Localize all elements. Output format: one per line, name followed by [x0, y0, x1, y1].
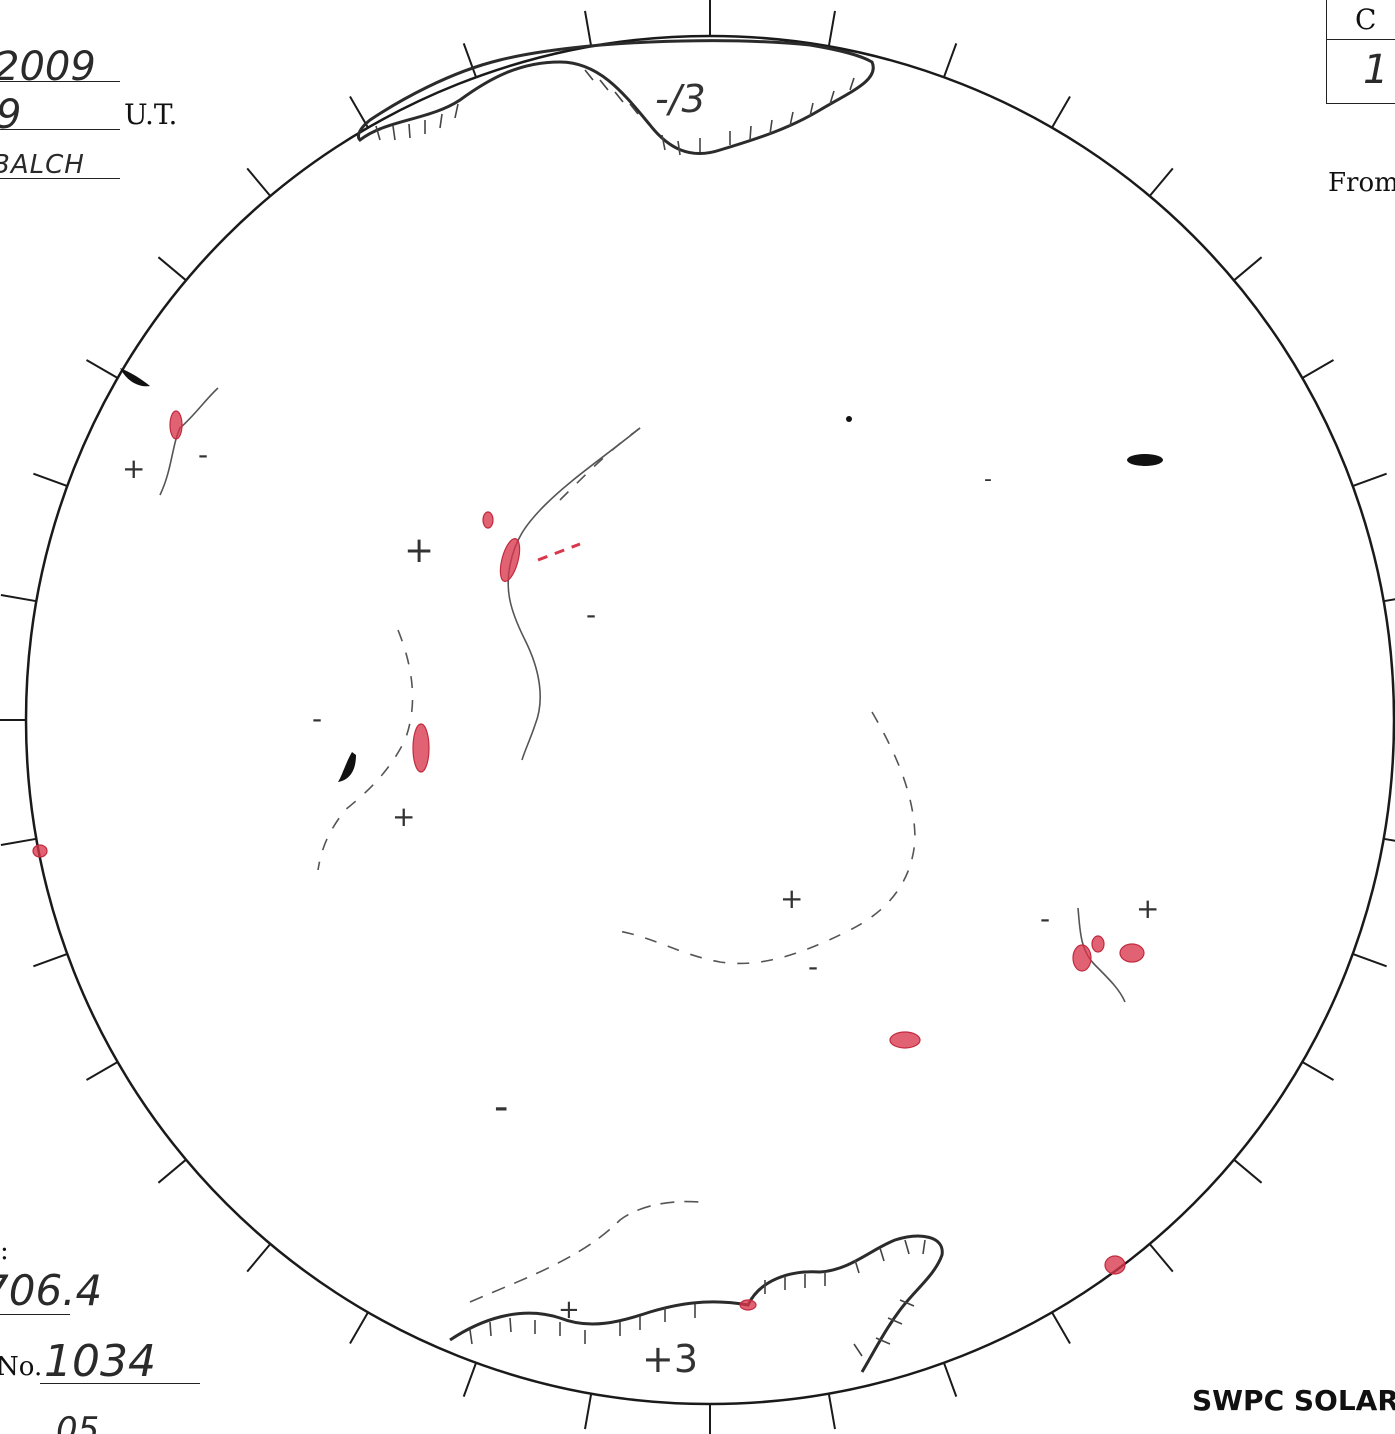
flux-underline: [0, 1314, 70, 1315]
south-coronal-hole-outline: [449, 1234, 944, 1373]
minus-sign: -: [984, 467, 992, 492]
sunspot: [846, 416, 852, 422]
plage: [32, 844, 48, 858]
plus-sign: +: [780, 882, 803, 915]
limb-tick: [1352, 952, 1387, 968]
plage: [169, 410, 183, 440]
minus-sign: -: [198, 438, 208, 471]
limb-tick: [0, 837, 37, 846]
sunspot: [338, 752, 356, 782]
flux-colon-label: :: [0, 1236, 9, 1266]
plage-regions: [32, 410, 1145, 1311]
limb-tick: [1233, 1158, 1263, 1184]
sunspot: [1127, 454, 1163, 466]
sunspots: [120, 368, 1163, 782]
corner-table-column-label: C: [1355, 3, 1377, 36]
from-label: From: [1328, 168, 1395, 198]
plus-sign: +: [1136, 892, 1159, 925]
time-value: 9: [0, 92, 21, 138]
limb-tick: [33, 472, 68, 488]
limb-tick: [462, 1362, 478, 1397]
limb-tick: [462, 43, 478, 78]
disk-polarity-signs: + - + - - + + + - - - -: [122, 438, 1159, 1130]
limb-tick: [349, 1311, 369, 1345]
plage: [499, 538, 521, 582]
limb-tick: [1051, 1311, 1071, 1345]
south-polarity-label: +3: [642, 1337, 698, 1381]
limb-tick: [942, 1362, 958, 1397]
limb-tick: [1051, 95, 1071, 129]
plage: [1104, 1255, 1126, 1275]
limb-tick: [157, 1158, 187, 1184]
sunspot: [120, 368, 150, 387]
limb-tick: [157, 256, 187, 282]
plage: [482, 511, 494, 529]
limb-tick: [85, 1061, 119, 1081]
corner-table-value: 1: [1363, 47, 1389, 93]
corner-table: C 1: [1326, 0, 1395, 104]
limb-tick: [584, 10, 593, 47]
plage: [1091, 935, 1105, 953]
north-coronal-hole-hatch: [375, 69, 855, 156]
observer-value: BALCH: [0, 150, 85, 180]
plage-dashed-line: [537, 542, 581, 562]
plus-sign: +: [392, 800, 415, 833]
minus-sign: -: [312, 702, 322, 735]
limb-tick: [584, 1393, 593, 1430]
plage: [1119, 943, 1145, 963]
plage: [1072, 944, 1092, 972]
neutral-lines: [159, 387, 1126, 1003]
limb-tick: [0, 594, 37, 603]
limb-tick: [1383, 598, 1395, 603]
rotation-underline: [40, 1383, 200, 1384]
limb-tick: [942, 43, 958, 78]
plage: [889, 1031, 921, 1049]
north-polarity-label: -/3: [655, 77, 706, 121]
limb-tick: [33, 952, 68, 968]
minus-sign: -: [808, 950, 818, 983]
rotation-value: 1034: [44, 1336, 156, 1387]
date-value: 2009: [0, 44, 96, 90]
plus-sign: +: [404, 530, 434, 571]
time-unit-label: U.T.: [124, 98, 178, 131]
limb-tick: [827, 1393, 836, 1430]
south-dashed-boundary: [469, 1200, 701, 1303]
south-plus-sign: +: [558, 1295, 580, 1325]
south-coronal-hole-hatch: [469, 1239, 926, 1357]
north-coronal-hole-outline: [356, 39, 875, 155]
flux-value: 706.4: [0, 1266, 103, 1315]
rotation-sub: 05: [56, 1410, 100, 1434]
minus-sign: -: [586, 598, 596, 631]
minus-sign: -: [1040, 902, 1050, 935]
limb-tick: [246, 1243, 272, 1273]
plus-sign: +: [122, 452, 145, 485]
limb-tick: [1301, 1061, 1335, 1081]
limb-tick: [1148, 167, 1174, 197]
rotation-prefix: No.: [0, 1352, 43, 1382]
limb-tick: [1233, 256, 1263, 282]
brand-title: SWPC SOLAR S: [1192, 1384, 1395, 1417]
date-underline: [0, 81, 120, 82]
limb-tick: [1301, 359, 1335, 379]
limb-tick: [1383, 837, 1395, 842]
limb-tick: [85, 359, 119, 379]
observer-underline: [0, 178, 120, 179]
solar-limb-circle: [24, 34, 1395, 1406]
limb-tick: [246, 167, 272, 197]
limb-tick: [1352, 472, 1387, 488]
time-underline: [0, 129, 120, 130]
limb-tick: [827, 10, 836, 47]
plage: [412, 723, 430, 773]
minus-sign: -: [494, 1084, 508, 1130]
plage: [739, 1299, 757, 1311]
corner-table-header-row: C: [1327, 0, 1395, 40]
dashed-neutral-lines: [317, 427, 916, 965]
limb-tick: [1148, 1243, 1174, 1273]
